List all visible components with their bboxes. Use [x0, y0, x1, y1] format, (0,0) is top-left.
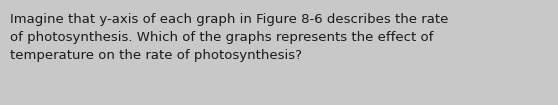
- Text: Imagine that y-axis of each graph in Figure 8-6 describes the rate
of photosynth: Imagine that y-axis of each graph in Fig…: [10, 13, 449, 62]
